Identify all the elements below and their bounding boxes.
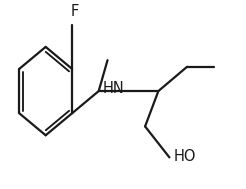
Text: HO: HO [174, 149, 196, 164]
Text: F: F [70, 4, 78, 19]
Text: HN: HN [102, 81, 124, 96]
